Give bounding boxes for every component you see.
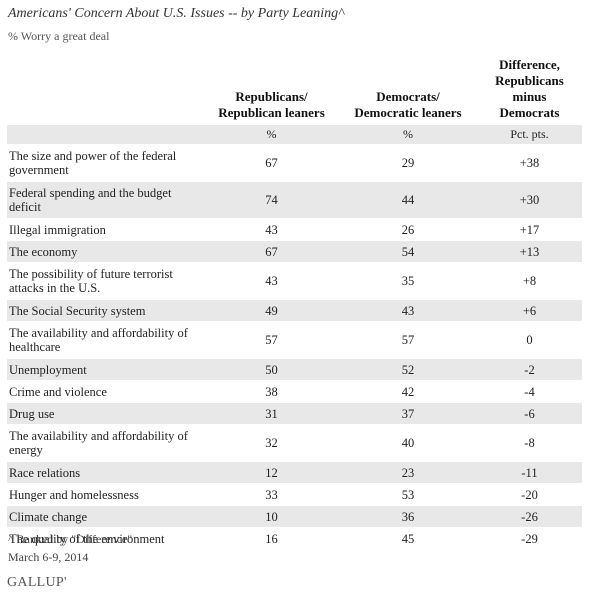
democrat-value: 54: [339, 240, 477, 263]
democrat-value: 52: [339, 358, 477, 381]
republican-value: 57: [204, 321, 339, 359]
table-row: Federal spending and the budget deficit 7…: [7, 181, 582, 219]
difference-value: -4: [477, 380, 582, 403]
difference-value: 0: [477, 321, 582, 359]
difference-value: +38: [477, 144, 582, 182]
democrat-value: 23: [339, 461, 477, 484]
difference-value: -8: [477, 424, 582, 462]
republican-value: 32: [204, 424, 339, 462]
republican-value: 31: [204, 402, 339, 425]
issue-label: The availability and affordability of en…: [7, 424, 204, 462]
democrat-value: 29: [339, 144, 477, 182]
difference-value: -11: [477, 461, 582, 484]
table-row: The Social Security system 49 43 +6: [7, 299, 582, 322]
column-header-difference: Difference, Republicans minus Democrats: [495, 57, 564, 120]
issue-label: The Social Security system: [7, 299, 204, 322]
gallup-logo: GALLUP': [7, 575, 67, 590]
issue-label: Illegal immigration: [7, 218, 204, 241]
difference-value: -6: [477, 402, 582, 425]
table-row: The possibility of future terrorist atta…: [7, 262, 582, 300]
republican-value: 49: [204, 299, 339, 322]
democrat-value: 40: [339, 424, 477, 462]
table-row: The quality of the environment 16 45 -29: [7, 527, 582, 549]
table-body: The size and power of the federal govern…: [7, 144, 582, 549]
chart-subtitle: % Worry a great deal: [8, 29, 110, 43]
democrat-value: 57: [339, 321, 477, 359]
chart-title: Americans' Concern About U.S. Issues -- …: [8, 6, 345, 21]
issue-label: Climate change: [7, 505, 204, 528]
difference-value: -26: [477, 505, 582, 528]
issue-label: Crime and violence: [7, 380, 204, 403]
table-row: The availability and affordability of he…: [7, 321, 582, 359]
footnote-date: March 6-9, 2014: [8, 550, 89, 564]
republican-value: 12: [204, 461, 339, 484]
issue-label: The size and power of the federal govern…: [7, 144, 204, 182]
republican-value: 43: [204, 218, 339, 241]
column-header-democrats: Democrats/Democratic leaners: [354, 89, 462, 120]
democrat-value: 42: [339, 380, 477, 403]
republican-value: 74: [204, 181, 339, 219]
difference-value: +17: [477, 218, 582, 241]
table-row: The size and power of the federal govern…: [7, 144, 582, 182]
issue-label: Hunger and homelessness: [7, 483, 204, 506]
democrat-value: 35: [339, 262, 477, 300]
republican-value: 67: [204, 240, 339, 263]
table-row: Crime and violence 38 42 -4: [7, 380, 582, 403]
democrat-value: 53: [339, 483, 477, 506]
difference-value: +30: [477, 181, 582, 219]
issue-label: The economy: [7, 240, 204, 263]
democrat-value: 36: [339, 505, 477, 528]
difference-value: +8: [477, 262, 582, 300]
issue-label: Drug use: [7, 402, 204, 425]
unit-republicans: %: [204, 124, 339, 145]
democrat-value: 43: [339, 299, 477, 322]
democrat-value: 37: [339, 402, 477, 425]
data-table: Republicans/Republican leaners Democrats…: [7, 57, 582, 549]
table-row: Hunger and homelessness 33 53 -20: [7, 483, 582, 506]
unit-difference: Pct. pts.: [477, 124, 582, 145]
issue-label: Unemployment: [7, 358, 204, 381]
unit-democrats: %: [339, 124, 477, 145]
republican-value: 16: [204, 527, 339, 549]
difference-value: -29: [477, 527, 582, 549]
republican-value: 43: [204, 262, 339, 300]
democrat-value: 44: [339, 181, 477, 219]
issue-label: Race relations: [7, 461, 204, 484]
difference-value: -20: [477, 483, 582, 506]
issue-label: Federal spending and the budget deficit: [7, 181, 204, 219]
footnote-ranked: ^ Ranked by "Difference": [8, 532, 133, 546]
table-row: Race relations 12 23 -11: [7, 461, 582, 484]
issue-label: The quality of the environment: [7, 527, 204, 549]
difference-value: +13: [477, 240, 582, 263]
column-header-republicans: Republicans/Republican leaners: [218, 89, 325, 120]
republican-value: 10: [204, 505, 339, 528]
column-header-issue: [7, 57, 204, 125]
democrat-value: 45: [339, 527, 477, 549]
difference-value: -2: [477, 358, 582, 381]
difference-value: +6: [477, 299, 582, 322]
republican-value: 50: [204, 358, 339, 381]
unit-issue: [7, 124, 204, 145]
table-row: The availability and affordability of en…: [7, 424, 582, 462]
table-row: Unemployment 50 52 -2: [7, 358, 582, 381]
democrat-value: 26: [339, 218, 477, 241]
republican-value: 38: [204, 380, 339, 403]
issue-label: The availability and affordability of he…: [7, 321, 204, 359]
table-row: Climate change 10 36 -26: [7, 505, 582, 528]
issue-label: The possibility of future terrorist atta…: [7, 262, 204, 300]
table-row: Drug use 31 37 -6: [7, 402, 582, 425]
table-row: The economy 67 54 +13: [7, 240, 582, 263]
republican-value: 33: [204, 483, 339, 506]
table-row: Illegal immigration 43 26 +17: [7, 218, 582, 241]
republican-value: 67: [204, 144, 339, 182]
